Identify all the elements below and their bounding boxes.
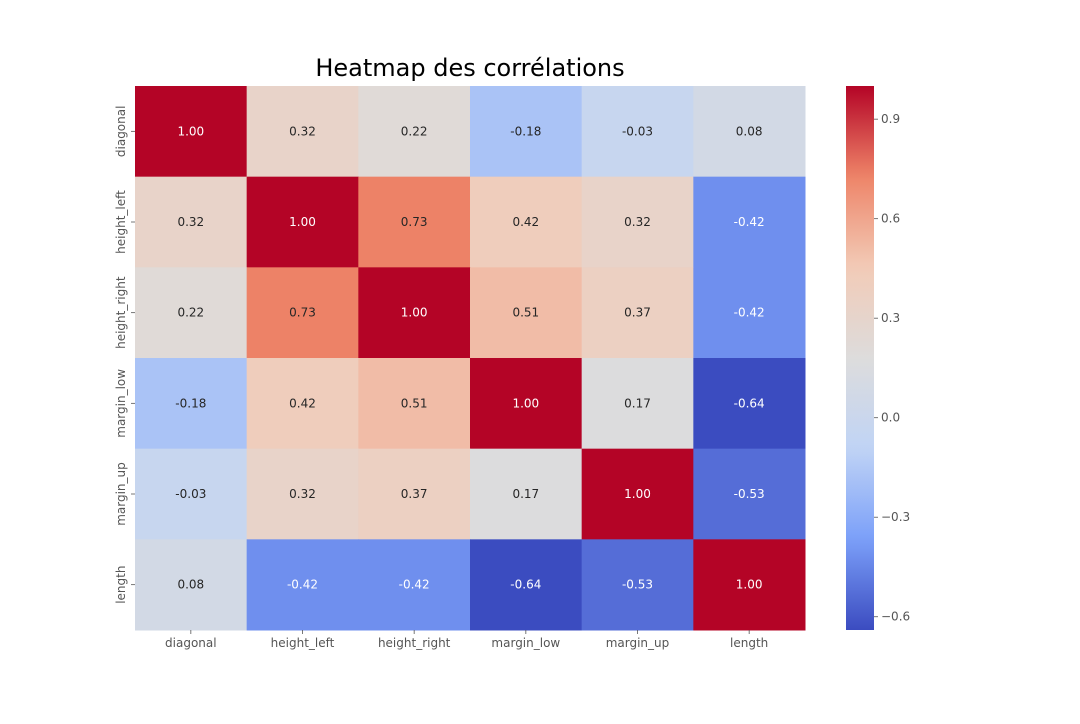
colorbar-tick-label: 0.9 (881, 112, 900, 126)
cell-value-label: -0.64 (510, 578, 541, 592)
y-tick-label: height_right (114, 276, 128, 349)
cell-value-label: 0.51 (401, 396, 428, 410)
y-axis: diagonal height_left height_right margin_lo… (114, 106, 135, 604)
heatmap-cell (358, 86, 471, 178)
heatmap-cell (358, 267, 471, 359)
x-axis: diagonal height_left height_right margin_lo… (165, 630, 768, 650)
y-tick-label: height_left (114, 190, 128, 254)
cell-value-label: -0.42 (734, 215, 765, 229)
cell-value-label: 1.00 (624, 487, 651, 501)
heatmap-cell (246, 539, 359, 631)
heatmap-cell (581, 267, 694, 359)
cell-value-label: 0.22 (401, 124, 428, 138)
heatmap-cell (358, 176, 471, 268)
heatmap-cell (693, 267, 806, 359)
x-tick-label: margin_low (491, 636, 560, 650)
cell-value-label: 0.37 (624, 306, 651, 320)
colorbar-tick-label: 0.6 (881, 212, 900, 226)
heatmap-cell (693, 176, 806, 268)
heatmap-cell (135, 267, 248, 359)
heatmap-cell (135, 448, 248, 540)
cell-value-label: 0.32 (289, 487, 316, 501)
heatmap-cell (246, 176, 359, 268)
heatmap-cell (358, 448, 471, 540)
heatmap-cell (135, 176, 248, 268)
heatmap-cell (581, 539, 694, 631)
cell-value-label: -0.53 (734, 487, 765, 501)
cell-value-label: 1.00 (289, 215, 316, 229)
heatmap-cell (246, 448, 359, 540)
heatmap-annotations: 1.00 0.32 0.22 -0.18 -0.03 0.08 0.32 1.00 0.73 0.… (175, 124, 764, 591)
heatmap-cell (246, 86, 359, 178)
cell-value-label: -0.18 (510, 124, 541, 138)
cell-value-label: 0.17 (512, 487, 539, 501)
heatmap-cell (470, 86, 583, 178)
cell-value-label: -0.64 (734, 396, 765, 410)
cell-value-label: 0.32 (624, 215, 651, 229)
cell-value-label: -0.18 (175, 396, 206, 410)
x-tick-label: height_left (271, 636, 335, 650)
cell-value-label: -0.42 (734, 306, 765, 320)
heatmap-cell (358, 539, 471, 631)
cell-value-label: 0.08 (177, 578, 204, 592)
heatmap-cell (581, 176, 694, 268)
heatmap-cell (581, 358, 694, 450)
heatmap-cell (470, 539, 583, 631)
cell-value-label: 0.42 (289, 396, 316, 410)
colorbar-tick-label: 0.3 (881, 311, 900, 325)
y-tick-label: margin_up (114, 462, 128, 526)
cell-value-label: 1.00 (177, 124, 204, 138)
heatmap-cells (135, 86, 806, 631)
heatmap-cell (470, 176, 583, 268)
x-tick-label: height_right (378, 636, 451, 650)
heatmap-cell (135, 358, 248, 450)
cell-value-label: 1.00 (401, 306, 428, 320)
cell-value-label: 0.73 (289, 306, 316, 320)
heatmap-cell (693, 539, 806, 631)
chart-title: Heatmap des corrélations (315, 54, 625, 82)
colorbar-tick-label: −0.3 (881, 510, 910, 524)
heatmap-cell (246, 267, 359, 359)
cell-value-label: -0.42 (287, 578, 318, 592)
x-tick-label: diagonal (165, 636, 217, 650)
x-tick-label: length (730, 636, 768, 650)
heatmap-cell (693, 86, 806, 178)
cell-value-label: 0.08 (736, 124, 763, 138)
cell-value-label: -0.03 (622, 124, 653, 138)
cell-value-label: 0.42 (512, 215, 539, 229)
cell-value-label: 0.51 (512, 306, 539, 320)
heatmap-cell (135, 86, 248, 178)
cell-value-label: 0.37 (401, 487, 428, 501)
cell-value-label: 0.17 (624, 396, 651, 410)
y-tick-label: margin_low (114, 369, 128, 438)
heatmap-cell (581, 86, 694, 178)
colorbar-tick-label: −0.6 (881, 610, 910, 624)
heatmap-cell (470, 448, 583, 540)
heatmap-cell (246, 358, 359, 450)
heatmap-cell (693, 448, 806, 540)
heatmap-cell (470, 267, 583, 359)
heatmap-cell (470, 358, 583, 450)
cell-value-label: -0.42 (399, 578, 430, 592)
cell-value-label: 0.32 (289, 124, 316, 138)
cell-value-label: 1.00 (736, 578, 763, 592)
cell-value-label: -0.03 (175, 487, 206, 501)
heatmap-cell (693, 358, 806, 450)
colorbar-gradient (846, 86, 874, 630)
cell-value-label: 1.00 (512, 396, 539, 410)
heatmap-cell (135, 539, 248, 631)
cell-value-label: 0.22 (177, 306, 204, 320)
colorbar-tick-label: 0.0 (881, 411, 900, 425)
cell-value-label: 0.73 (401, 215, 428, 229)
colorbar: 0.9 0.6 0.3 0.0 −0.3 −0.6 (846, 86, 910, 630)
heatmap-cell (581, 448, 694, 540)
y-tick-label: diagonal (114, 106, 128, 158)
cell-value-label: -0.53 (622, 578, 653, 592)
x-tick-label: margin_up (606, 636, 670, 650)
y-tick-label: length (114, 566, 128, 604)
cell-value-label: 0.32 (177, 215, 204, 229)
heatmap-cell (358, 358, 471, 450)
